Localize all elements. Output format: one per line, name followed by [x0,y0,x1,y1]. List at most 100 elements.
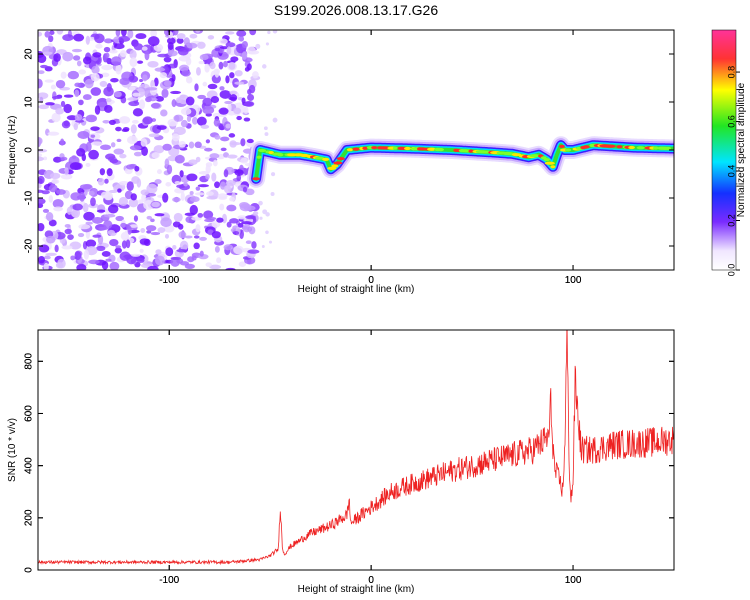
colorbar-gradient [711,29,737,271]
noise-blob [38,175,45,185]
noise-blob [113,91,122,98]
track-hotspot [628,145,635,150]
colorbar-tick-label: 0.4 [726,165,736,178]
noise-blob [223,184,231,194]
track-hotspot [468,149,474,153]
x-tick-label: 100 [565,575,582,586]
noise-blob [51,179,60,185]
noise-blob [204,147,213,152]
noise-blob [67,70,79,80]
colorbar-label: Normalized spectral amplitude [736,82,747,217]
noise-blob [241,51,248,60]
noise-blob [236,30,247,37]
x-tick-label: -100 [159,575,179,586]
noise-blob [237,215,247,220]
track-hotspot [664,146,672,151]
noise-blob [161,88,169,98]
track-hotspot [437,148,444,152]
noise-blob [49,30,55,35]
noise-blob [226,221,232,228]
noise-blob [242,224,251,233]
noise-blob [206,191,214,196]
noise-blob [127,225,132,235]
noise-blob [179,94,186,99]
noise-blob [230,56,239,62]
noise-blob [204,63,210,73]
noise-blob [153,145,165,154]
noise-speck [258,200,263,206]
noise-blob [126,164,136,170]
noise-blob [214,181,220,189]
noise-speck [261,245,265,248]
noise-blob [132,108,144,117]
noise-blob [133,215,139,222]
noise-blob [154,67,166,72]
noise-blob [188,141,195,149]
noise-blob [74,113,83,121]
noise-blob [196,67,201,76]
noise-blob [171,74,176,82]
noise-blob [105,192,114,201]
noise-blob [176,37,184,44]
noise-blob [96,209,106,213]
noise-blob [79,192,86,202]
noise-blob [115,215,124,222]
noise-blob [105,258,112,262]
noise-blob [103,213,116,218]
noise-blob [121,30,127,37]
noise-blob [48,219,57,227]
noise-blob [51,95,63,100]
noise-blob [116,138,122,143]
x-tick-label: 0 [368,575,374,586]
noise-blob [76,60,82,67]
noise-blob [101,64,113,71]
y-tick-label: 400 [24,457,35,474]
noise-blob [223,244,234,251]
noise-blob [109,261,120,270]
noise-blob [166,164,173,175]
noise-blob [214,245,220,253]
noise-blob [129,49,137,60]
noise-blob [155,249,162,255]
noise-blob [209,153,220,159]
noise-blob [229,196,235,202]
noise-blob [61,245,73,250]
noise-speck [270,191,275,196]
noise-blob [251,241,257,249]
noise-blob [234,81,245,85]
noise-speck [265,230,269,235]
noise-blob [99,168,106,176]
noise-blob [77,131,90,139]
noise-blob [134,165,140,172]
noise-speck [272,30,278,34]
noise-blob [110,78,119,83]
noise-blob [219,90,231,99]
noise-blob [113,43,125,50]
noise-blob [94,105,101,115]
noise-blob [170,90,182,95]
noise-blob [38,255,45,264]
track-hotspot [427,147,437,151]
noise-blob [198,171,210,175]
noise-blob [173,212,183,222]
noise-blob [226,204,237,212]
x-tick-label: 0 [368,575,374,586]
noise-blob [85,141,92,152]
track-hotspot [616,145,623,149]
noise-blob [234,70,243,77]
noise-blob [245,240,252,244]
noise-blob [90,197,96,207]
noise-blob [225,180,236,187]
noise-blob [45,252,57,256]
x-tick-label: 100 [565,275,582,286]
noise-blob [243,101,255,107]
noise-blob [82,94,92,101]
noise-blob [233,245,244,255]
y-tick-label: -10 [24,190,35,205]
noise-blob [197,212,204,218]
noise-blob [44,79,54,83]
noise-blob [196,116,207,126]
noise-blob [160,217,172,228]
noise-blob [197,41,206,49]
noise-blob [214,134,221,140]
